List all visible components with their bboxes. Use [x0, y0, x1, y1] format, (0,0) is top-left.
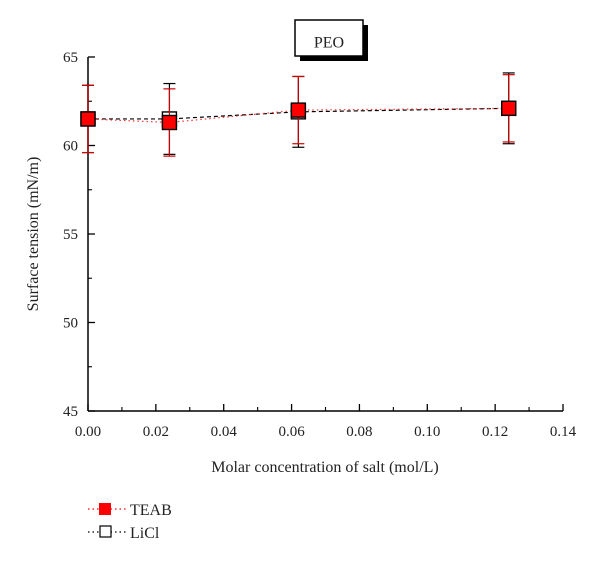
- x-tick-label: 0.00: [75, 424, 101, 440]
- x-tick-label: 0.10: [414, 424, 440, 440]
- legend-label-licl: LiCl: [130, 525, 160, 542]
- title-box: PEO: [294, 19, 368, 61]
- legend-marker-licl: [99, 525, 112, 538]
- data-point-teab: [80, 111, 96, 127]
- series-line-teab: [87, 107, 509, 124]
- x-tick-label: 0.02: [143, 424, 169, 440]
- x-tick-label: 0.14: [550, 424, 577, 440]
- legend-label-teab: TEAB: [130, 502, 172, 519]
- series-line-licl: [88, 107, 509, 120]
- y-tick-label: 55: [63, 227, 78, 243]
- x-axis-title: Molar concentration of salt (mol/L): [211, 459, 438, 476]
- legend-marker-teab: [99, 503, 111, 515]
- axis-ticks: [87, 56, 564, 412]
- legend-item-licl: LiCl: [88, 525, 160, 542]
- x-tick-label: 0.08: [346, 424, 372, 440]
- data-point-teab: [501, 100, 517, 117]
- y-tick-label: 65: [63, 50, 78, 66]
- x-tick-label: 0.04: [211, 424, 238, 440]
- series-teab: [80, 74, 517, 157]
- chart-title: PEO: [314, 35, 344, 52]
- x-tick-label: 0.12: [482, 424, 508, 440]
- data-point-teab: [161, 114, 178, 131]
- y-tick-label: 45: [63, 404, 78, 420]
- series-layer: [80, 72, 517, 157]
- y-tick-label: 50: [63, 316, 78, 332]
- data-point-teab: [290, 102, 307, 118]
- y-axis-title: Surface tension (mN/m): [25, 157, 42, 312]
- tick-labels: 0.00 0.02 0.04 0.06 0.08 0.10 0.12 0.14 45 50 55 60…: [63, 50, 577, 440]
- x-tick-label: 0.06: [278, 424, 305, 440]
- legend: TEAB LiCl: [88, 502, 172, 542]
- y-tick-label: 60: [63, 139, 78, 155]
- legend-item-teab: TEAB: [88, 502, 172, 519]
